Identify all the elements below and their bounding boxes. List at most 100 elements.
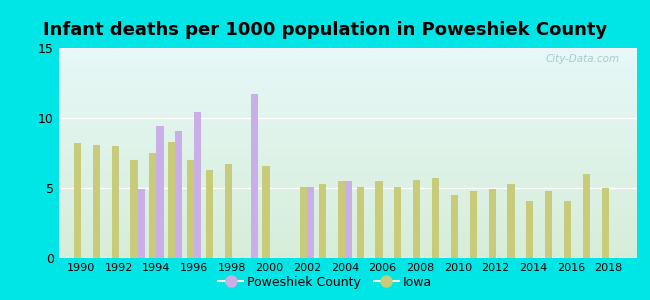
Bar bbox=[58, 227, 637, 229]
Bar bbox=[58, 57, 637, 59]
Bar bbox=[58, 98, 637, 99]
Bar bbox=[58, 180, 637, 181]
Bar bbox=[376, 181, 383, 258]
Bar bbox=[58, 84, 637, 85]
Bar bbox=[58, 237, 637, 238]
Bar bbox=[58, 195, 637, 196]
Bar bbox=[58, 216, 637, 217]
Bar bbox=[58, 103, 637, 104]
Bar bbox=[58, 176, 637, 177]
Bar bbox=[58, 107, 637, 108]
Bar bbox=[58, 179, 637, 180]
Bar bbox=[58, 86, 637, 87]
Bar bbox=[357, 187, 364, 258]
Bar bbox=[58, 185, 637, 187]
Bar bbox=[58, 68, 637, 69]
Bar bbox=[545, 191, 552, 258]
Bar bbox=[58, 73, 637, 74]
Bar bbox=[58, 143, 637, 145]
Bar bbox=[58, 128, 637, 129]
Bar bbox=[58, 100, 637, 101]
Bar bbox=[131, 160, 138, 258]
Bar bbox=[58, 239, 637, 240]
Bar bbox=[58, 91, 637, 92]
Bar bbox=[58, 139, 637, 140]
Bar bbox=[58, 194, 637, 195]
Bar bbox=[58, 202, 637, 203]
Bar bbox=[58, 112, 637, 113]
Bar bbox=[58, 85, 637, 86]
Bar bbox=[58, 191, 637, 192]
Bar bbox=[601, 188, 609, 258]
Bar bbox=[58, 232, 637, 233]
Bar bbox=[58, 188, 637, 189]
Bar bbox=[58, 136, 637, 137]
Bar bbox=[58, 113, 637, 114]
Bar bbox=[58, 77, 637, 78]
Bar bbox=[58, 124, 637, 126]
Bar bbox=[58, 108, 637, 109]
Bar bbox=[58, 151, 637, 152]
Bar bbox=[58, 168, 637, 169]
Bar bbox=[58, 157, 637, 158]
Bar bbox=[206, 170, 213, 258]
Bar bbox=[58, 254, 637, 255]
Bar bbox=[58, 130, 637, 131]
Bar bbox=[58, 183, 637, 184]
Bar bbox=[58, 52, 637, 53]
Bar bbox=[58, 148, 637, 149]
Bar bbox=[58, 71, 637, 72]
Bar bbox=[58, 152, 637, 153]
Bar bbox=[93, 145, 100, 258]
Bar bbox=[58, 231, 637, 232]
Bar bbox=[58, 133, 637, 134]
Bar bbox=[58, 110, 637, 111]
Bar bbox=[58, 189, 637, 190]
Bar bbox=[58, 67, 637, 68]
Bar bbox=[58, 224, 637, 226]
Bar bbox=[58, 223, 637, 224]
Bar bbox=[58, 105, 637, 106]
Bar bbox=[395, 187, 402, 258]
Bar bbox=[58, 220, 637, 221]
Bar bbox=[58, 243, 637, 244]
Bar bbox=[58, 88, 637, 89]
Bar bbox=[58, 156, 637, 157]
Bar bbox=[58, 111, 637, 112]
Bar bbox=[58, 134, 637, 135]
Bar bbox=[58, 89, 637, 90]
Bar bbox=[58, 59, 637, 61]
Bar bbox=[112, 146, 119, 258]
Bar bbox=[58, 219, 637, 220]
Bar bbox=[58, 93, 637, 94]
Bar bbox=[58, 161, 637, 162]
Bar bbox=[58, 149, 637, 150]
Bar bbox=[263, 166, 270, 258]
Bar bbox=[58, 61, 637, 63]
Bar bbox=[58, 198, 637, 199]
Bar bbox=[58, 169, 637, 170]
Bar bbox=[58, 142, 637, 143]
Bar bbox=[319, 184, 326, 258]
Text: City-Data.com: City-Data.com bbox=[545, 54, 619, 64]
Bar bbox=[58, 104, 637, 105]
Bar bbox=[300, 187, 307, 258]
Bar bbox=[58, 205, 637, 206]
Bar bbox=[58, 190, 637, 191]
Bar bbox=[58, 171, 637, 172]
Bar bbox=[150, 153, 157, 258]
Bar bbox=[176, 130, 183, 258]
Bar bbox=[58, 138, 637, 139]
Bar bbox=[58, 109, 637, 110]
Bar bbox=[58, 150, 637, 151]
Bar bbox=[187, 160, 194, 258]
Bar bbox=[307, 187, 315, 258]
Bar bbox=[58, 187, 637, 188]
Bar bbox=[58, 147, 637, 148]
Bar bbox=[58, 253, 637, 254]
Bar bbox=[58, 160, 637, 161]
Bar bbox=[58, 127, 637, 128]
Bar bbox=[58, 241, 637, 242]
Bar bbox=[58, 255, 637, 256]
Bar bbox=[58, 233, 637, 234]
